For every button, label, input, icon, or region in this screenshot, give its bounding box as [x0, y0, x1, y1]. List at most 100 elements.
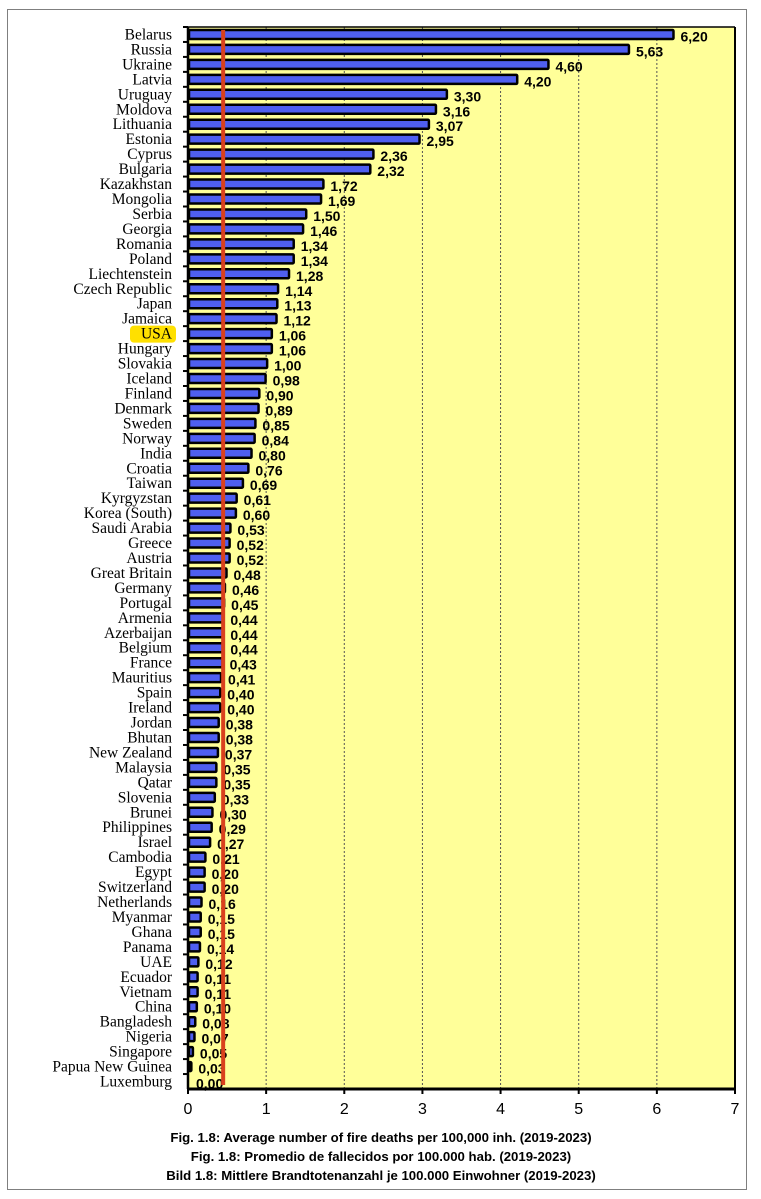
category-label: Kazakhstan: [100, 176, 173, 193]
value-label: 5,63: [636, 43, 663, 59]
value-label: 0,43: [230, 657, 257, 673]
bar: [187, 28, 675, 41]
value-label: 0,29: [219, 821, 246, 837]
category-label: Russia: [131, 41, 172, 58]
value-label: 1,06: [279, 343, 306, 359]
value-label: 0,38: [226, 717, 253, 733]
value-label: 0,12: [205, 956, 232, 972]
category-label: Nigeria: [126, 1029, 173, 1046]
category-label: Luxemburg: [100, 1074, 172, 1091]
bar: [187, 911, 202, 923]
value-label: 0,52: [237, 537, 264, 553]
value-label: 0,90: [266, 387, 293, 403]
bar: [187, 956, 200, 968]
bar: [187, 268, 291, 280]
highlight-layer: [130, 325, 176, 343]
value-label: 0,37: [225, 746, 252, 762]
bar: [187, 716, 220, 729]
category-label: Jordan: [131, 715, 173, 732]
bar: [187, 986, 199, 998]
value-label: 0,48: [234, 567, 261, 583]
category-label: Mongolia: [112, 191, 172, 208]
category-label: Finland: [125, 385, 173, 402]
category-label: Papua New Guinea: [52, 1059, 172, 1076]
value-label: 2,32: [377, 163, 404, 179]
value-label: 0,40: [227, 687, 254, 703]
value-label: 1,72: [330, 178, 357, 194]
category-label: Taiwan: [127, 475, 173, 492]
value-label: 0,52: [237, 552, 264, 568]
bar: [187, 507, 238, 519]
caption-spanish: Fig. 1.8: Promedio de fallecidos por 100…: [190, 1149, 572, 1164]
value-label: 4,60: [555, 58, 582, 74]
x-tick-label: 4: [496, 1101, 505, 1118]
category-label: Japan: [137, 296, 173, 313]
bar: [187, 656, 224, 669]
category-label: Denmark: [114, 400, 172, 417]
bar: [187, 238, 295, 250]
bar: [187, 447, 253, 460]
value-label: 0,46: [232, 582, 259, 598]
bar: [187, 73, 519, 86]
value-label: 1,00: [274, 358, 301, 374]
value-label: 0,45: [231, 597, 258, 613]
caption-english: Fig. 1.8: Average number of fire deaths …: [170, 1130, 592, 1145]
category-label: Estonia: [126, 131, 173, 148]
category-label: Liechtenstein: [89, 266, 173, 283]
category-label: Slovenia: [118, 789, 172, 806]
bar: [187, 58, 550, 71]
category-label: Ecuador: [120, 969, 172, 986]
value-label: 3,07: [436, 118, 463, 134]
category-label: Armenia: [118, 610, 172, 627]
bar: [187, 971, 199, 983]
gridlines: [265, 27, 658, 1089]
bar: [187, 88, 449, 101]
bar: [187, 597, 226, 609]
value-label: 0,20: [212, 866, 239, 882]
bar: [187, 761, 218, 774]
caption-german: Bild 1.8: Mittlere Brandtotenanzahl je 1…: [166, 1168, 596, 1183]
category-label: Brunei: [130, 804, 173, 821]
category-label: Panama: [123, 939, 172, 956]
value-label: 0,85: [262, 417, 289, 433]
bar: [187, 1000, 199, 1013]
value-label: 0,44: [230, 627, 257, 643]
value-label: 2,36: [380, 148, 407, 164]
bar: [187, 866, 206, 878]
value-label: 0,33: [222, 791, 249, 807]
value-label: 1,34: [301, 238, 328, 254]
bar: [187, 103, 438, 116]
value-label: 0,44: [230, 612, 257, 628]
bar: [187, 836, 212, 848]
category-label: Qatar: [138, 774, 173, 791]
bar: [187, 701, 222, 714]
category-label: Romania: [116, 236, 172, 253]
category-label: New Zealand: [89, 744, 172, 761]
x-tick-label: 0: [184, 1101, 193, 1118]
category-label: Slovakia: [118, 356, 172, 373]
bar: [187, 193, 323, 205]
bar: [187, 627, 225, 639]
category-label: Jamaica: [122, 311, 172, 328]
bar: [187, 357, 269, 370]
category-label: Lithuania: [113, 116, 173, 133]
value-label: 0,08: [202, 1016, 229, 1032]
bar: [187, 582, 227, 594]
value-label: 0,14: [207, 941, 234, 957]
value-label: 0,35: [223, 761, 250, 777]
bar: [187, 776, 218, 789]
value-label: 0,11: [205, 971, 232, 987]
category-label: Bhutan: [127, 729, 172, 746]
value-label: 0,21: [212, 851, 239, 867]
category-label: Ghana: [132, 924, 173, 941]
bar: [187, 148, 375, 160]
category-label: Myanmar: [112, 909, 173, 926]
category-label: Iceland: [126, 371, 172, 388]
category-label: Portugal: [119, 595, 172, 612]
category-label: Korea (South): [84, 505, 172, 522]
category-label: Philippines: [102, 819, 172, 836]
value-label: 0,38: [226, 731, 253, 747]
bar: [187, 283, 280, 295]
category-label: Singapore: [109, 1044, 172, 1061]
bar: [187, 327, 274, 340]
